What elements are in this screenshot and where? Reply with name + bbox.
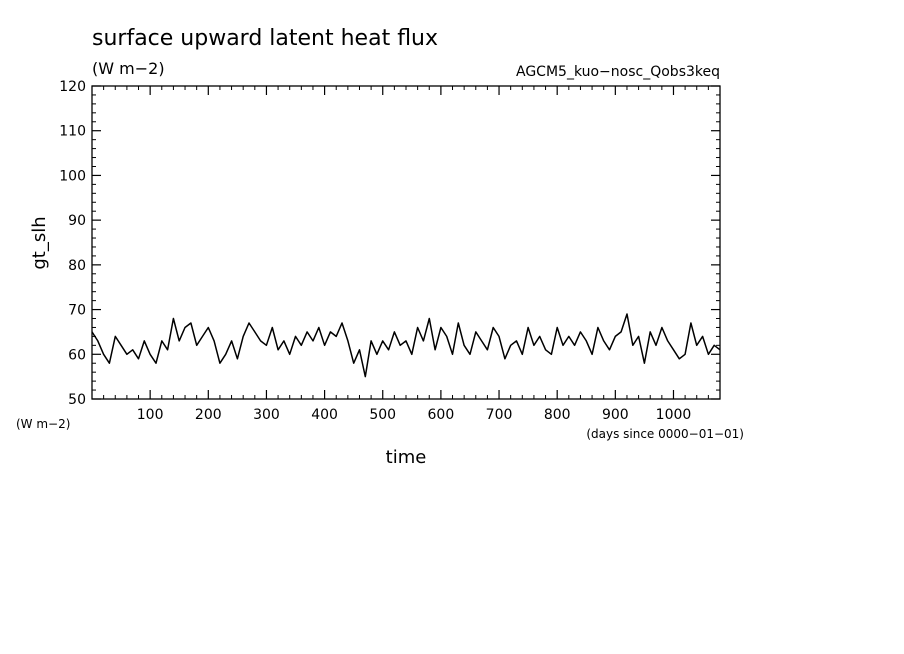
- y-tick-label: 60: [68, 347, 86, 363]
- x-axis: 100 200 300 400 500 600 700 800 900 1000: [103, 86, 709, 423]
- plot-frame: [91, 85, 721, 400]
- y-axis-label: gt_slh: [29, 216, 50, 269]
- y-units-label: (W m−2): [16, 417, 70, 431]
- y-tick-label: 50: [68, 392, 86, 408]
- x-tick-label: 1000: [656, 407, 692, 423]
- y-tick-label: 110: [59, 124, 86, 140]
- y-tick-label: 70: [68, 303, 86, 319]
- x-axis-label: time: [386, 447, 427, 468]
- y-tick-label: 90: [68, 213, 86, 229]
- x-tick-label: 800: [544, 407, 571, 423]
- y-axis: 50 60 70 80 90 100 110 120: [59, 79, 720, 408]
- experiment-name: AGCM5_kuo−nosc_Qobs3keq: [516, 64, 720, 80]
- x-tick-label: 400: [311, 407, 338, 423]
- x-units-label: (days since 0000−01−01): [586, 427, 744, 441]
- x-tick-label: 700: [486, 407, 513, 423]
- chart-units: (W m−2): [92, 59, 165, 78]
- chart-title: surface upward latent heat flux: [92, 26, 438, 51]
- x-tick-label: 500: [369, 407, 396, 423]
- x-tick-label: 100: [137, 407, 164, 423]
- x-tick-label: 600: [428, 407, 455, 423]
- y-tick-label: 80: [68, 258, 86, 274]
- y-tick-label: 120: [59, 79, 86, 95]
- x-tick-label: 300: [253, 407, 280, 423]
- y-tick-label: 100: [59, 168, 86, 184]
- x-tick-label: 200: [195, 407, 222, 423]
- x-tick-label: 900: [602, 407, 629, 423]
- data-line: [91, 313, 721, 378]
